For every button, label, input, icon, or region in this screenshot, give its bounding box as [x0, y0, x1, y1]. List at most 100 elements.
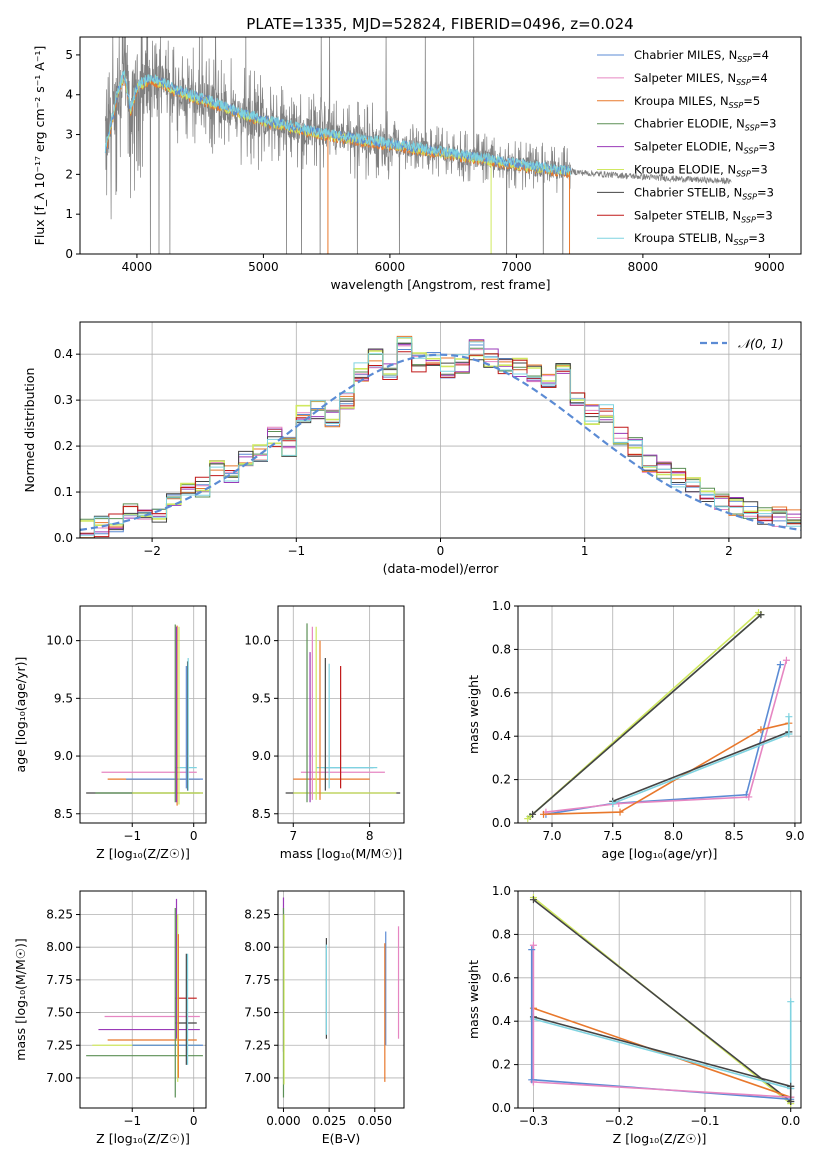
mass_vs_ebv-tick-label-x: 0.025: [312, 1114, 346, 1128]
mass_vs_ebv-tick-label-y: 8.00: [244, 940, 271, 954]
residuals-tick-label-y: 0.3: [54, 393, 73, 407]
weight_vs_age-marker-kroupa-miles: [616, 808, 624, 816]
spectrum-frame: [79, 36, 802, 255]
residuals-tick-label-x: −1: [287, 544, 305, 558]
weight_vs_age-marker-kroupa-stelib: [609, 799, 617, 807]
weight_vs_age-series-chabrier-stelib: [612, 731, 790, 803]
weight_vs_Z-marker-chabrier-stelib: [787, 1082, 795, 1090]
weight_vs_Z-marker-salpeter-miles: [529, 941, 537, 949]
weight_vs_age-tick-label-x: 8.5: [725, 829, 744, 843]
mass_vs_Z-tick-label-y: 7.25: [46, 1038, 73, 1052]
mass_vs_Z-tick-label-y: 8.00: [46, 940, 73, 954]
legend-label-salpeter-elodie: Salpeter ELODIE, NSSP=3: [634, 140, 775, 156]
mass_vs_Z-tick-label-y: 7.75: [46, 973, 73, 987]
normal-curve: [79, 353, 802, 531]
mass_vs_Z-tick-label-y: 7.50: [46, 1006, 73, 1020]
legend-label-kroupa-stelib: Kroupa STELIB, NSSP=3: [634, 231, 765, 247]
spectrum-title: PLATE=1335, MJD=52824, FIBERID=0496, z=0…: [246, 15, 633, 33]
residuals-tick-label-y: 0.0: [54, 531, 73, 545]
weight_vs_Z-tick-label-y: 0.2: [492, 1058, 511, 1072]
normal-legend-label: 𝒩(0, 1): [738, 336, 784, 351]
age_vs_mass-tick-label-y: 8.5: [252, 807, 271, 821]
weight_vs_Z-tick-label-y: 0.4: [492, 1014, 511, 1028]
weight_vs_age-marker-salpeter-miles: [782, 656, 790, 664]
model-spectrum-chabrier-miles: [104, 72, 572, 177]
mass_vs_Z-xlabel: Z [log₁₀(Z/Z☉)]: [96, 1131, 190, 1146]
spectrum-tick-label-x: 5000: [248, 260, 279, 274]
age_vs_Z-frame: [79, 605, 207, 824]
age_vs_mass-xlabel: mass [log₁₀(M/M☉)]: [280, 846, 402, 861]
weight_vs_Z-marker-chabrier-miles: [528, 1076, 536, 1084]
age_vs_mass-frame: [277, 605, 405, 824]
spectrum-xlabel: wavelength [Angstrom, rest frame]: [330, 277, 550, 292]
residuals-tick-label-x: 1: [581, 544, 589, 558]
age_vs_mass-tick-label-x: 8: [366, 829, 374, 843]
weight_vs_age-series-chabrier-stelib: [532, 614, 762, 815]
weight_vs_Z-series-kroupa-miles: [533, 1007, 791, 1098]
mass_vs_Z-frame: [79, 890, 207, 1109]
residuals-frame: [79, 321, 802, 539]
weight_vs_age-ylabel: mass weight: [466, 675, 481, 754]
age_vs_mass-tick-label-x: 7: [289, 829, 297, 843]
residuals-tick-label-y: 0.4: [54, 347, 73, 361]
spectrum-tick-label-y: 4: [65, 88, 73, 102]
spectrum-legend: Chabrier MILES, NSSP=4 Salpeter MILES, NS…: [597, 48, 776, 247]
weight_vs_age-marker-chabrier-miles: [776, 661, 784, 669]
age_vs_Z-tick-label-y: 10.0: [46, 634, 73, 648]
residuals-ylabel: Normed distribution: [22, 368, 37, 493]
mass_vs_ebv-axes: 0.000 0.025 0.050 7.00 7.25 7.50 7.75 8.00 8.25 E…: [244, 891, 404, 1146]
weight_vs_Z-series-chabrier-stelib: [533, 1016, 791, 1088]
age_vs_Z-ylabel: age [log₁₀(age/yr)]: [13, 657, 28, 773]
weight_vs_age-marker-kroupa-miles: [540, 810, 548, 818]
spectrum-tick-label-x: 7000: [501, 260, 532, 274]
weight_vs_age-tick-label-y: 0.0: [492, 816, 511, 830]
age_vs_Z-xlabel: Z [log₁₀(Z/Z☉)]: [96, 846, 190, 861]
legend-label-chabrier-stelib: Chabrier STELIB, NSSP=3: [634, 185, 774, 201]
legend-label-salpeter-miles: Salpeter MILES, NSSP=4: [634, 71, 768, 87]
weight_vs_Z-marker-chabrier-miles: [528, 946, 536, 954]
mass_vs_ebv-tick-label-y: 7.25: [244, 1038, 271, 1052]
residuals-tick-label-x: −2: [143, 544, 161, 558]
weight_vs_age-tick-label-y: 0.4: [492, 729, 511, 743]
weight_vs_Z-series-salpeter-miles: [533, 1081, 791, 1098]
weight_vs_age-tick-label-y: 0.8: [492, 642, 511, 656]
age_vs_Z-tick-label-y: 9.5: [54, 691, 73, 705]
mass_vs_Z-ylabel: mass [log₁₀(M/M☉)]: [13, 938, 28, 1060]
age_vs_Z-tick-label-x: −1: [123, 829, 141, 843]
legend-label-chabrier-elodie: Chabrier ELODIE, NSSP=3: [634, 117, 776, 133]
legend-label-chabrier-miles: Chabrier MILES, NSSP=4: [634, 48, 769, 64]
spectrum-tick-label-x: 9000: [754, 260, 785, 274]
weight_vs_Z-tick-label-x: −0.3: [519, 1114, 548, 1128]
age_vs_Z-tick-label-x: 0: [190, 829, 198, 843]
mass_vs_ebv-tick-label-y: 7.75: [244, 973, 271, 987]
residuals-tick-label-x: 0: [437, 544, 445, 558]
weight_vs_age-xlabel: age [log₁₀(age/yr)]: [602, 846, 718, 861]
mass_vs_ebv-tick-label-x: 0.050: [358, 1114, 392, 1128]
weight_vs_age-marker-kroupa-elodie: [524, 815, 532, 823]
weight_vs_age-axes: 7.0 7.5 8.0 8.5 9.0 0.0 0.2 0.4 0.6 0.8 1.0 age [lo…: [466, 599, 804, 861]
weight_vs_Z-marker-chabrier-stelib: [529, 896, 537, 904]
age_vs_mass-tick-label-y: 9.0: [252, 749, 271, 763]
mass_vs_Z-tick-label-x: −1: [123, 1114, 141, 1128]
weight_vs_Z-series-kroupa-stelib: [533, 1018, 791, 1090]
residuals-tick-label-x: 2: [725, 544, 733, 558]
weight_vs_age-tick-label-y: 0.2: [492, 773, 511, 787]
spectrum-tick-label-x: 6000: [375, 260, 406, 274]
spectrum-tick-label-y: 5: [65, 48, 73, 62]
weight_vs_age-marker-kroupa-stelib: [785, 730, 793, 738]
weight_vs_Z-tick-label-x: −0.1: [690, 1114, 719, 1128]
weight_vs_age-marker-chabrier-stelib: [757, 611, 765, 619]
spectrum-tick-label-y: 0: [65, 247, 73, 261]
legend-label-kroupa-miles: Kroupa MILES, NSSP=5: [634, 94, 760, 110]
spectrum-tick-label-y: 3: [65, 128, 73, 142]
mass_vs_ebv-tick-label-y: 8.25: [244, 908, 271, 922]
weight_vs_age-marker-kroupa-stelib: [785, 713, 793, 721]
mass_vs_ebv-frame: [277, 890, 405, 1109]
mass_vs_ebv-xlabel: E(B-V): [322, 1131, 361, 1146]
residuals-tick-label-y: 0.2: [54, 439, 73, 453]
mass_vs_Z-tick-label-y: 8.25: [46, 908, 73, 922]
weight_vs_age-tick-label-x: 7.0: [542, 829, 561, 843]
mass_vs_ebv-tick-label-y: 7.00: [244, 1071, 271, 1085]
weight_vs_Z-marker-kroupa-stelib: [787, 998, 795, 1006]
